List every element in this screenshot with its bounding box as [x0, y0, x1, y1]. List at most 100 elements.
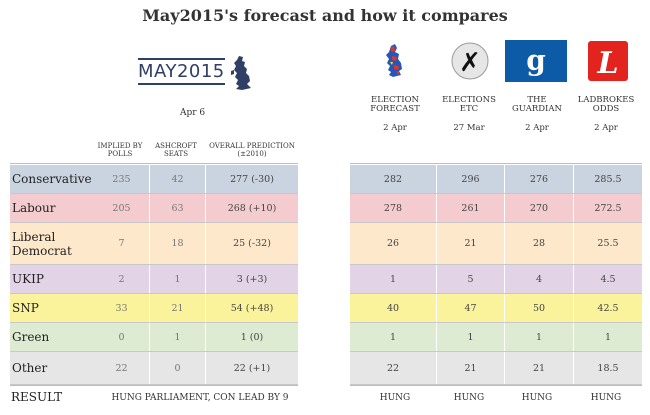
cell-labour-ashcroft: 63: [171, 202, 184, 214]
cell-divider: [573, 194, 574, 222]
cell-ukip-ashcroft: 1: [174, 273, 181, 285]
cell-divider: [573, 165, 574, 193]
cell-labour-s4: 272.5: [594, 202, 622, 214]
cell-liberal-ashcroft: 18: [171, 238, 184, 249]
may2015-logo: MAY2015: [138, 55, 251, 95]
cell-divider: [573, 223, 574, 264]
result-elections-etc: HUNG: [453, 393, 485, 403]
guardian-logo: g: [505, 40, 567, 82]
cell-divider: [504, 165, 505, 193]
cell-conservative-s1: 282: [383, 173, 403, 185]
row-rule: [10, 384, 298, 385]
source-name-election-forecast: ELECTION FORECAST: [370, 95, 420, 114]
header-rule-right: [350, 163, 642, 164]
party-label-other: Other: [12, 361, 48, 375]
cell-labour-implied: 205: [112, 202, 131, 214]
row-rule: [350, 293, 642, 294]
row-band-left: [10, 165, 298, 193]
cell-ukip-s4: 4.5: [600, 273, 616, 285]
cell-conservative-s2: 296: [461, 173, 480, 185]
cell-snp-s1: 40: [386, 302, 400, 314]
row-band-left: [10, 294, 298, 322]
row-band-right: [350, 265, 642, 293]
cell-labour-s1: 278: [383, 202, 403, 214]
ladbrokes-logo: L: [574, 40, 636, 82]
logo-bottom-rule: [138, 83, 225, 85]
result-ladbrokes: HUNG: [590, 393, 622, 403]
cell-liberal-s2: 21: [464, 238, 477, 249]
cell-liberal-s1: 26: [386, 238, 400, 249]
row-rule: [350, 384, 642, 385]
cell-divider: [436, 223, 437, 264]
cell-divider: [149, 323, 150, 351]
source-date-guardian: 2 Apr: [525, 123, 549, 133]
cell-divider: [149, 165, 150, 193]
cell-other-overall: 22 (+1): [233, 362, 271, 374]
source-name-elections-etc: ELECTIONS ETC: [442, 95, 496, 114]
cell-divider: [504, 323, 505, 351]
cell-divider: [504, 294, 505, 322]
row-rule: [10, 351, 298, 352]
cell-green-overall: 1 (0): [240, 331, 264, 343]
row-band-right: [350, 194, 642, 222]
ladbrokes-letter: L: [596, 46, 618, 81]
page-title: May2015's forecast and how it compares: [142, 6, 508, 25]
party-label-green: Green: [12, 330, 50, 344]
cell-conservative-ashcroft: 42: [171, 173, 184, 185]
row-band-right: [350, 165, 642, 193]
result-label: RESULT: [11, 390, 63, 404]
cell-divider: [504, 352, 505, 384]
row-band-left: [10, 223, 298, 264]
may2015-logo-text: MAY2015: [138, 58, 225, 85]
cell-divider: [436, 194, 437, 222]
election-forecast-map-icon: [386, 44, 402, 77]
cell-green-s2: 1: [467, 331, 474, 343]
cell-snp-overall: 54 (+48): [230, 302, 274, 314]
party-label-snp: SNP: [12, 301, 39, 315]
cell-divider: [573, 265, 574, 293]
row-band-right: [350, 323, 642, 351]
cell-divider: [205, 294, 206, 322]
cell-liberal-s4: 25.5: [597, 238, 619, 249]
guardian-letter: g: [526, 44, 546, 77]
elections-etc-logo: ✗: [444, 40, 506, 82]
col-header-ashcroft-seats: ASHCROFT SEATS: [155, 142, 197, 158]
party-label-liberal: Liberal Democrat: [12, 229, 72, 258]
cell-conservative-implied: 235: [112, 173, 131, 185]
brand-date: Apr 6: [180, 108, 206, 118]
cell-green-s4: 1: [604, 331, 612, 343]
row-rule: [10, 322, 298, 323]
row-band-left: [10, 323, 298, 351]
cell-divider: [149, 194, 150, 222]
cell-snp-ashcroft: 21: [171, 302, 184, 314]
cell-labour-overall: 268 (+10): [227, 202, 277, 214]
cell-labour-s3: 270: [529, 202, 549, 214]
cell-snp-s2: 47: [464, 302, 477, 314]
election-forecast-logo: [364, 40, 426, 82]
col-header-overall-prediction: OVERALL PREDICTION (±2010): [209, 142, 295, 158]
col-header-implied-by-polls: IMPLIED BY POLLS: [97, 142, 143, 158]
party-label-ukip: UKIP: [12, 272, 44, 286]
cell-divider: [149, 294, 150, 322]
cell-other-s4: 18.5: [597, 362, 619, 374]
uk-map-icon: [231, 56, 251, 90]
cell-divider: [205, 223, 206, 264]
result-election-forecast: HUNG: [379, 393, 411, 403]
cell-ukip-implied: 2: [118, 273, 125, 285]
cell-divider: [205, 265, 206, 293]
source-name-ladbrokes: LADBROKES ODDS: [577, 95, 635, 114]
cell-labour-s2: 261: [461, 202, 480, 214]
cell-divider: [436, 265, 437, 293]
cell-conservative-s3: 276: [529, 173, 549, 185]
row-rule: [350, 322, 642, 323]
row-band-right: [350, 352, 642, 384]
cell-divider: [149, 223, 150, 264]
row-band-left: [10, 194, 298, 222]
header-rule-left: [10, 163, 298, 164]
cell-other-s3: 21: [532, 362, 546, 374]
result-guardian: HUNG: [521, 393, 553, 403]
cell-ukip-s2: 5: [467, 273, 474, 285]
cell-divider: [205, 165, 206, 193]
result-rule-left: [10, 385, 298, 386]
row-rule: [10, 264, 298, 265]
